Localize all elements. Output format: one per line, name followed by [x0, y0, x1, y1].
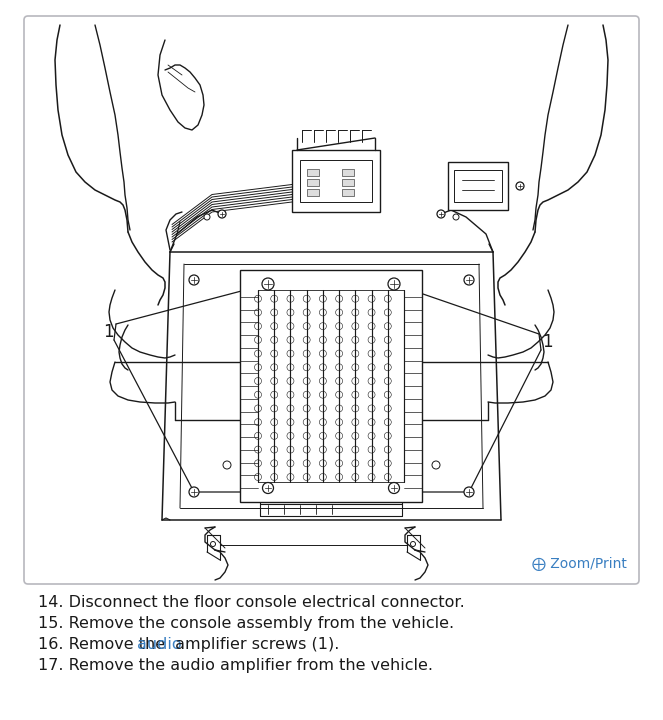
- Circle shape: [389, 482, 400, 493]
- Bar: [307, 169, 319, 176]
- Bar: [300, 160, 372, 202]
- Circle shape: [464, 487, 474, 497]
- Circle shape: [189, 487, 199, 497]
- Text: 17. Remove the audio amplifier from the vehicle.: 17. Remove the audio amplifier from the …: [38, 658, 433, 673]
- Bar: [454, 170, 502, 202]
- FancyBboxPatch shape: [24, 16, 639, 584]
- Circle shape: [388, 278, 400, 290]
- Text: 1: 1: [103, 323, 113, 341]
- Circle shape: [453, 214, 459, 220]
- Text: 1: 1: [542, 333, 552, 351]
- Bar: [240, 270, 422, 502]
- Bar: [292, 150, 380, 212]
- Bar: [342, 169, 354, 176]
- Bar: [448, 162, 508, 210]
- Text: ⨁ Zoom/Print: ⨁ Zoom/Print: [532, 557, 627, 571]
- Circle shape: [262, 278, 274, 290]
- Text: 15. Remove the console assembly from the vehicle.: 15. Remove the console assembly from the…: [38, 616, 454, 631]
- Bar: [342, 179, 354, 186]
- Bar: [307, 189, 319, 196]
- Text: amplifier screws (1).: amplifier screws (1).: [170, 637, 339, 652]
- Circle shape: [210, 541, 215, 546]
- Circle shape: [223, 461, 231, 469]
- Text: 14. Disconnect the floor console electrical connector.: 14. Disconnect the floor console electri…: [38, 595, 465, 610]
- Bar: [307, 179, 319, 186]
- Circle shape: [263, 482, 274, 493]
- Circle shape: [516, 182, 524, 190]
- Circle shape: [437, 210, 445, 218]
- Circle shape: [204, 214, 210, 220]
- Bar: [342, 189, 354, 196]
- Circle shape: [432, 461, 440, 469]
- Text: 16. Remove the: 16. Remove the: [38, 637, 170, 652]
- Text: audio: audio: [137, 637, 182, 652]
- Circle shape: [464, 275, 474, 285]
- Circle shape: [189, 275, 199, 285]
- Circle shape: [410, 541, 416, 546]
- Circle shape: [218, 210, 226, 218]
